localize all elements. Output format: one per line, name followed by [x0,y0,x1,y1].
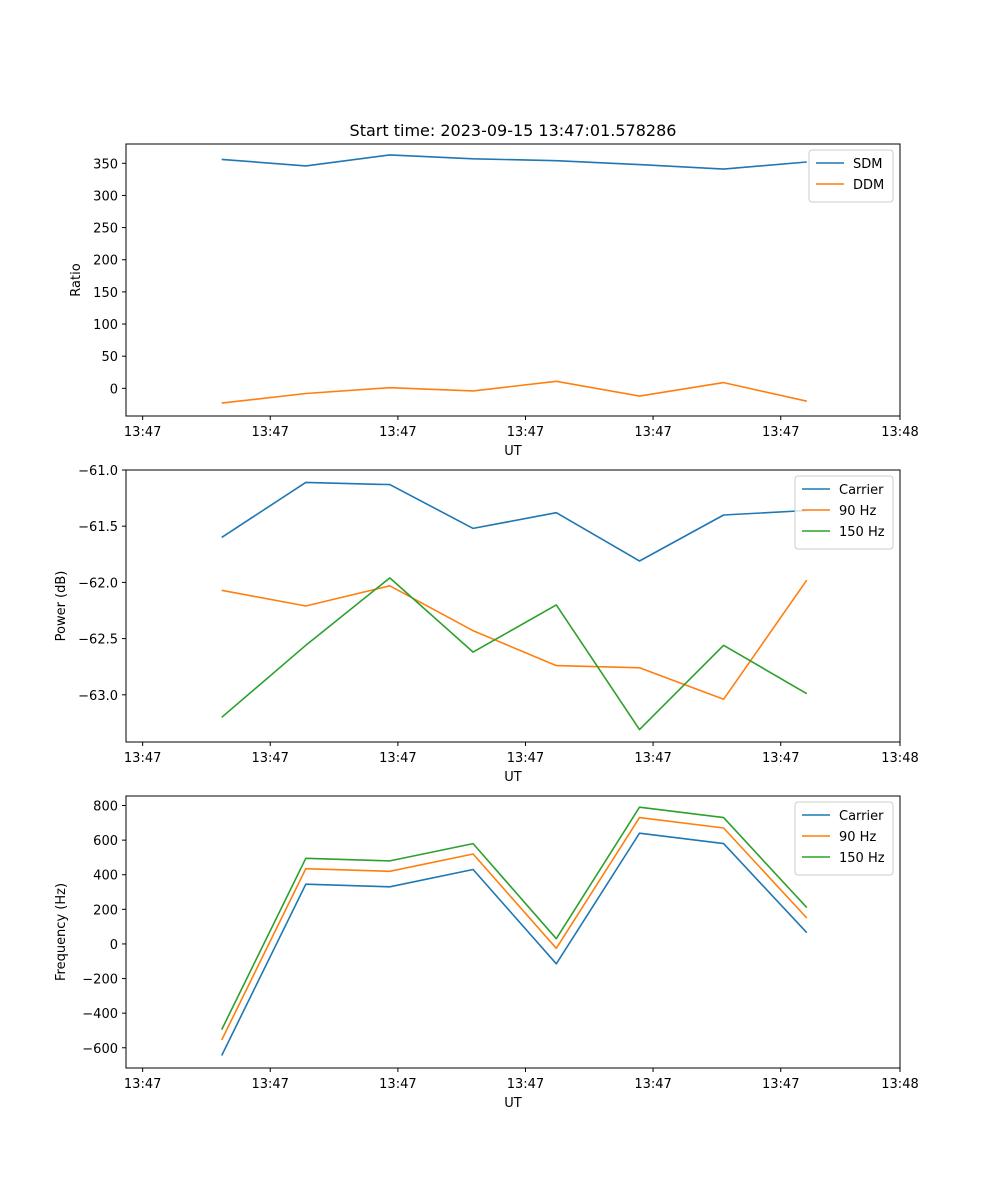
y-tick-label: 50 [101,350,118,365]
series-line-ddm [221,380,807,404]
chart-title: Start time: 2023-09-15 13:47:01.578286 [350,121,677,140]
series-line-carrier [220,832,808,1056]
x-axis-label: UT [504,1096,522,1111]
y-tick-label: 200 [93,254,118,269]
y-tick-label: 300 [93,189,118,204]
x-tick-label: 13:47 [507,1077,544,1092]
legend-label: DDM [853,178,884,193]
y-tick-label: −61.5 [78,520,118,535]
x-tick-label: 13:47 [762,1077,799,1092]
x-tick-label: 13:47 [762,425,799,440]
x-tick-label: 13:47 [507,425,544,440]
legend-label: Carrier [839,809,884,824]
y-tick-label: 150 [93,286,118,301]
legend-ratio: SDM DDM [808,149,894,203]
y-tick-label: −600 [82,1042,118,1057]
x-axis-label: UT [504,444,522,459]
x-tick-label: 13:47 [124,751,161,766]
y-tick-label: 0 [110,938,118,953]
y-axis-label: Frequency (Hz) [54,883,69,981]
legend-power: Carrier 90 Hz 150 Hz [794,475,894,550]
legend-label: 150 Hz [839,851,885,866]
y-tick-label: −62.5 [78,633,118,648]
y-tick-label: 400 [93,869,118,884]
series-line-90-hz [221,579,808,701]
series-line-sdm [221,154,807,170]
y-tick-label: −63.0 [78,689,118,704]
y-tick-label: 100 [93,318,118,333]
x-tick-label: 13:47 [124,425,161,440]
x-axis-label: UT [504,770,522,785]
y-tick-label: 0 [110,382,118,397]
legend-label: 90 Hz [839,504,876,519]
y-tick-label: −61.0 [78,464,118,479]
legend-label: SDM [853,157,882,172]
series-line-90-hz [220,816,808,1041]
series-line-150-hz [220,806,808,1030]
x-tick-label: 13:47 [251,1077,288,1092]
x-tick-label: 13:47 [634,1077,671,1092]
x-tick-label: 13:47 [379,425,416,440]
x-tick-label: 13:47 [379,751,416,766]
legend-frequency: Carrier 90 Hz 150 Hz [794,801,894,876]
y-axis-label: Power (dB) [54,571,69,642]
legend-label: 90 Hz [839,830,876,845]
y-tick-label: 800 [93,800,118,815]
panel-power: 13:47 13:47 13:47 13:47 13:47 13:47 13:48 −61.0… [54,464,919,785]
y-tick-label: −200 [82,973,118,988]
axes-frame-power [125,469,901,743]
x-tick-label: 13:47 [251,425,288,440]
y-tick-label: 600 [93,834,118,849]
x-tick-label: 13:47 [379,1077,416,1092]
x-tick-label: 13:47 [507,751,544,766]
y-tick-label: 350 [93,157,118,172]
x-tick-label: 13:47 [762,751,799,766]
legend-label: Carrier [839,483,884,498]
panel-ratio: 13:47 13:47 13:47 13:47 13:47 13:47 13:48 0 50 10… [69,143,919,459]
series-line-150-hz [221,577,808,731]
x-tick-label: 13:48 [881,751,918,766]
axes-frame-frequency [125,795,901,1069]
y-tick-label: −62.0 [78,576,118,591]
legend-label: 150 Hz [839,525,885,540]
y-tick-label: 200 [93,903,118,918]
x-tick-label: 13:47 [251,751,288,766]
series-line-carrier [221,481,807,562]
axes-frame-ratio [125,143,901,417]
y-tick-label: −400 [82,1007,118,1022]
x-tick-label: 13:48 [881,425,918,440]
x-tick-label: 13:47 [634,425,671,440]
x-tick-label: 13:47 [634,751,671,766]
panel-frequency: 13:47 13:47 13:47 13:47 13:47 13:47 13:48 −600 −… [54,795,919,1111]
x-tick-label: 13:48 [881,1077,918,1092]
y-tick-label: 250 [93,222,118,237]
x-tick-label: 13:47 [124,1077,161,1092]
y-axis-label: Ratio [69,263,84,296]
